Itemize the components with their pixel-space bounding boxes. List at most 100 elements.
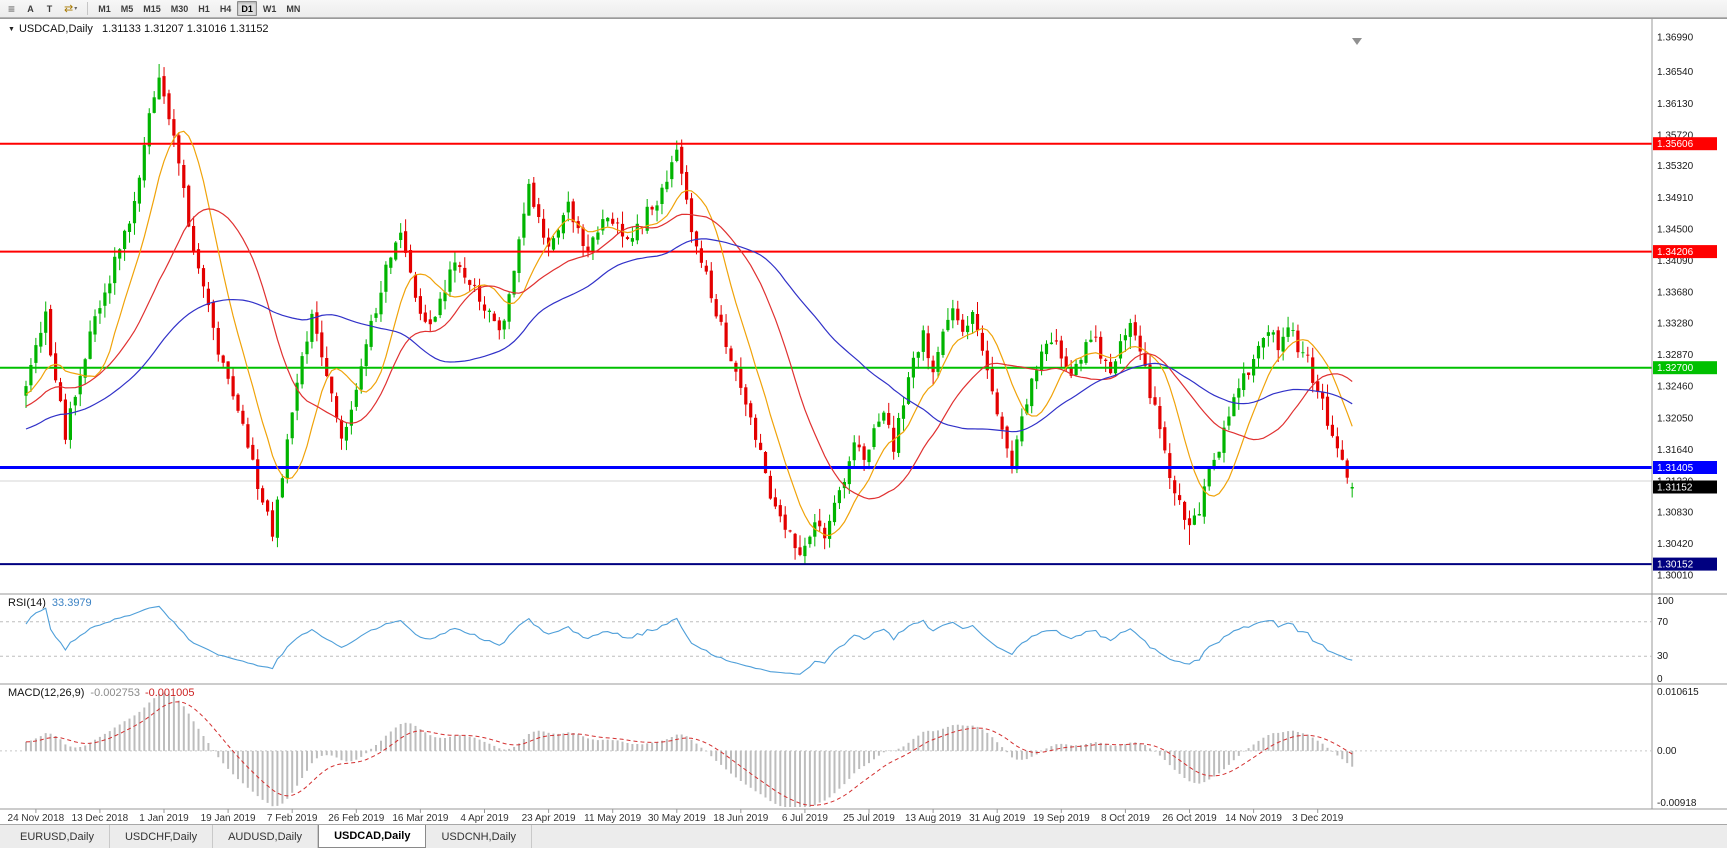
- candle-body: [862, 446, 866, 460]
- candle-body: [39, 332, 43, 347]
- candle-body: [330, 376, 334, 394]
- candle-body: [473, 284, 477, 286]
- timeframe-m30[interactable]: M30: [170, 3, 189, 14]
- candle-body: [877, 421, 881, 427]
- candle-body: [714, 299, 718, 317]
- candle: [1089, 330, 1093, 343]
- candle-body: [137, 177, 141, 204]
- candle: [921, 325, 925, 361]
- candle-body: [231, 376, 235, 397]
- candle-body: [542, 218, 546, 238]
- candle: [63, 393, 67, 445]
- candle-body: [670, 162, 674, 180]
- candle: [1316, 374, 1320, 399]
- candle-body: [906, 377, 911, 404]
- timeframe-m5[interactable]: M5: [120, 3, 134, 14]
- macd-signal-line: [25, 701, 1353, 806]
- price-tag-box: [1653, 361, 1717, 375]
- candle: [719, 305, 723, 326]
- candle: [246, 417, 250, 449]
- candle-body: [384, 264, 388, 292]
- timeframe-d1[interactable]: D1: [237, 1, 257, 16]
- button-t[interactable]: T: [41, 1, 58, 16]
- candle-body: [901, 405, 906, 419]
- candle-body: [1178, 495, 1182, 501]
- candle-body: [73, 396, 77, 406]
- candle: [532, 177, 536, 209]
- timeframe-h1[interactable]: H1: [198, 3, 210, 14]
- candle-body: [108, 283, 112, 294]
- chart-tab-usdchf[interactable]: USDCHF,Daily: [110, 825, 214, 848]
- candle: [527, 179, 531, 216]
- candle: [399, 223, 403, 249]
- candle-body: [261, 488, 265, 503]
- candle-body: [1261, 338, 1265, 348]
- ma-line-mid: [25, 208, 1353, 500]
- price-tag-text: 1.31152: [1657, 483, 1693, 494]
- candle: [295, 373, 299, 421]
- chart-tab-usdcad[interactable]: USDCAD,Daily: [318, 825, 427, 848]
- candle: [49, 304, 53, 357]
- candle: [359, 358, 363, 394]
- price-tag-box: [1653, 245, 1717, 259]
- button-a[interactable]: A: [22, 1, 39, 16]
- chart-window: 1.36990 1.36540 1.36130 1.35720 1.35320 1.349…: [0, 18, 1727, 824]
- candle: [941, 328, 945, 358]
- candle: [98, 300, 102, 324]
- candle: [729, 345, 733, 362]
- candle: [773, 488, 777, 510]
- timeframe-h4[interactable]: H4: [219, 3, 232, 14]
- candle: [596, 226, 600, 245]
- date-label: 16 Mar 2019: [392, 813, 449, 824]
- candle: [852, 435, 856, 469]
- candle: [453, 252, 457, 283]
- candle-body: [660, 187, 664, 204]
- candle: [778, 499, 782, 523]
- candle-body: [162, 76, 166, 97]
- candle-body: [68, 408, 72, 440]
- chart-tab-eurusd[interactable]: EURUSD,Daily: [5, 825, 110, 848]
- candle: [901, 396, 906, 431]
- candle: [788, 529, 792, 533]
- candle-body: [551, 238, 556, 250]
- macd-tick-label: 0.010615: [1657, 687, 1699, 698]
- date-label: 26 Oct 2019: [1162, 813, 1217, 824]
- timeframe-m15[interactable]: M15: [143, 3, 161, 14]
- candle: [818, 508, 822, 532]
- candle: [990, 356, 994, 395]
- candle-body: [1321, 392, 1325, 399]
- dropdown-arrow-icon: ▾: [74, 6, 78, 12]
- timeframe-m1[interactable]: M1: [98, 3, 111, 14]
- date-label: 24 Nov 2018: [8, 813, 65, 824]
- candle-body: [1212, 459, 1216, 469]
- candle: [837, 486, 841, 509]
- candle: [266, 499, 270, 516]
- candle-body: [1345, 460, 1349, 478]
- candle-body: [418, 296, 422, 314]
- chart-tab-usdcnh[interactable]: USDCNH,Daily: [426, 825, 533, 848]
- candle: [448, 261, 452, 297]
- timeframe-mn[interactable]: MN: [286, 3, 301, 14]
- candle: [132, 191, 137, 235]
- candle-body: [177, 135, 181, 164]
- price-tick-label: 1.31640: [1657, 445, 1694, 456]
- candle: [1158, 397, 1162, 439]
- chart-tab-audusd[interactable]: AUDUSD,Daily: [213, 825, 319, 848]
- candle: [162, 67, 166, 104]
- candle-body: [1074, 363, 1078, 375]
- candle: [561, 212, 565, 240]
- rsi-tick-label: 0: [1657, 674, 1663, 685]
- candle: [911, 351, 915, 389]
- candle: [1153, 386, 1157, 406]
- candle-body: [492, 313, 496, 322]
- timeframe-w1[interactable]: W1: [262, 3, 277, 14]
- chart-canvas[interactable]: 1.36990 1.36540 1.36130 1.35720 1.35320 1.349…: [0, 19, 1727, 825]
- candle-body: [211, 302, 215, 328]
- candle: [1340, 440, 1344, 461]
- candle: [492, 311, 496, 322]
- chart-mode-button[interactable]: ⇄ ▾: [60, 1, 81, 16]
- menu-button[interactable]: ≡: [3, 1, 20, 16]
- candle: [231, 368, 235, 400]
- candle-body: [1350, 487, 1354, 489]
- candle: [1133, 314, 1137, 341]
